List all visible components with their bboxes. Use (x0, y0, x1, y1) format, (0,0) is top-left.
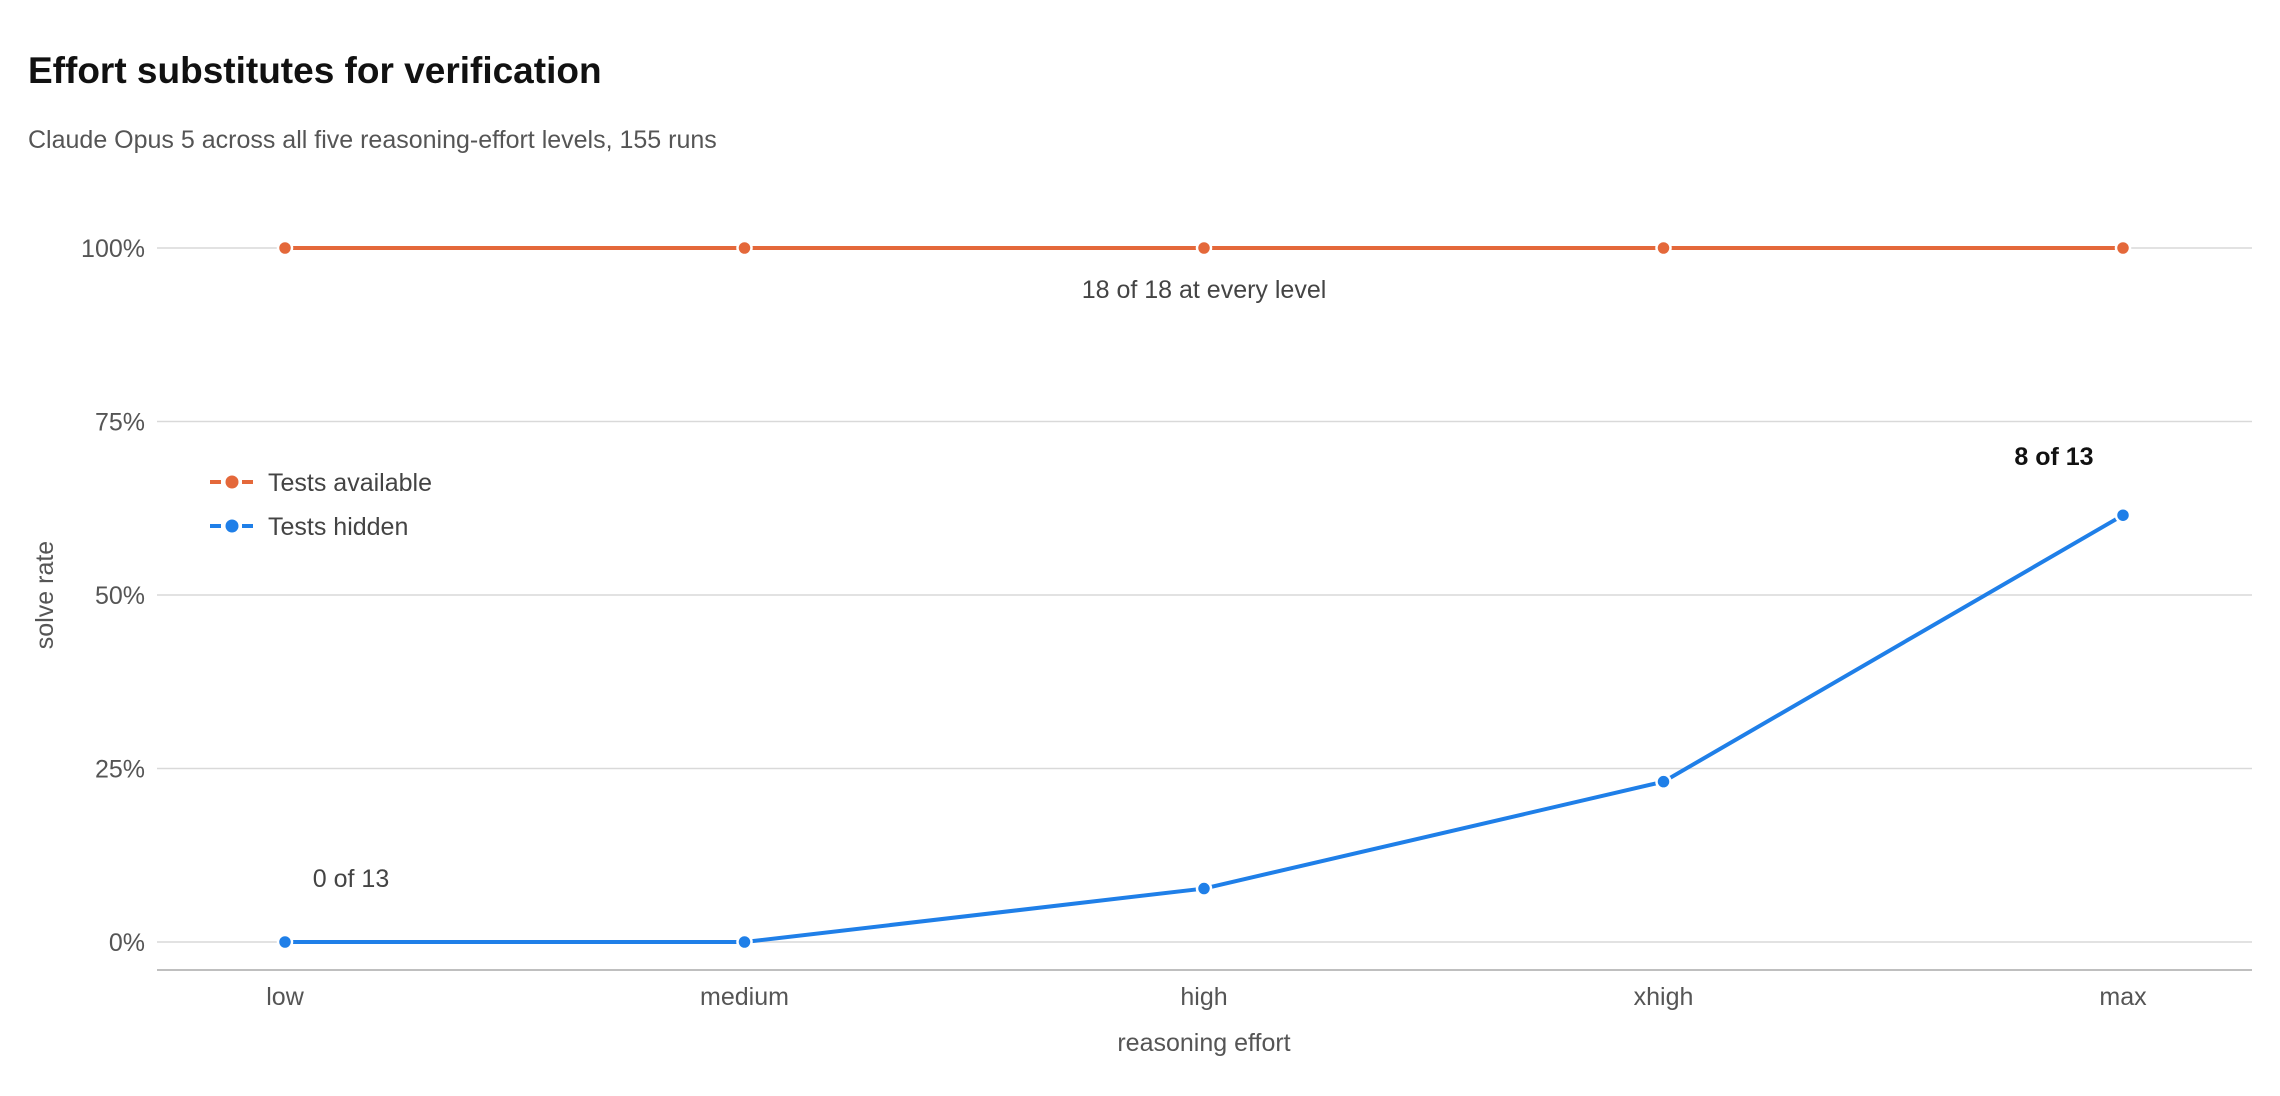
legend: Tests available Tests hidden (210, 469, 432, 541)
legend-label: Tests available (268, 469, 432, 497)
annotation-label: 18 of 18 at every level (1082, 276, 1327, 304)
data-point (1655, 773, 1672, 790)
series (276, 239, 2132, 951)
data-point (736, 239, 753, 257)
y-tick-label: 25% (95, 756, 145, 784)
x-tick-label: low (266, 983, 304, 1011)
legend-label: Tests hidden (268, 513, 408, 541)
data-point (2114, 239, 2132, 257)
data-point (736, 933, 753, 951)
x-tick-label: high (1180, 983, 1227, 1011)
y-tick-label: 0% (109, 929, 145, 957)
data-point (276, 933, 294, 951)
y-tick-label: 75% (95, 409, 145, 437)
x-tick-label: max (2099, 983, 2147, 1011)
series-line-1 (285, 513, 2125, 944)
axes: 0% 25% 50% 75% 100% low medium high xhigh max reas… (31, 235, 2252, 1057)
data-point (1195, 239, 1213, 257)
y-axis-label: solve rate (31, 541, 59, 649)
data-point (2114, 506, 2132, 524)
annotations: 18 of 18 at every level 0 of 13 8 of 13 (313, 276, 2094, 893)
data-point (1195, 880, 1213, 897)
gridlines (157, 247, 2252, 943)
legend-swatch-marker (225, 519, 239, 533)
annotation-label: 8 of 13 (2014, 443, 2093, 471)
x-tick-label: xhigh (1634, 983, 1694, 1011)
x-tick-label: medium (700, 983, 789, 1011)
legend-swatch-marker (225, 475, 239, 489)
x-axis-label: reasoning effort (1117, 1029, 1290, 1057)
chart-subtitle: Claude Opus 5 across all five reasoning-… (28, 126, 717, 154)
annotation-label: 0 of 13 (313, 865, 389, 893)
data-point (1655, 239, 1672, 257)
y-tick-label: 100% (81, 235, 145, 263)
data-point (276, 239, 294, 257)
y-tick-label: 50% (95, 582, 145, 610)
chart-title: Effort substitutes for verification (28, 50, 602, 91)
